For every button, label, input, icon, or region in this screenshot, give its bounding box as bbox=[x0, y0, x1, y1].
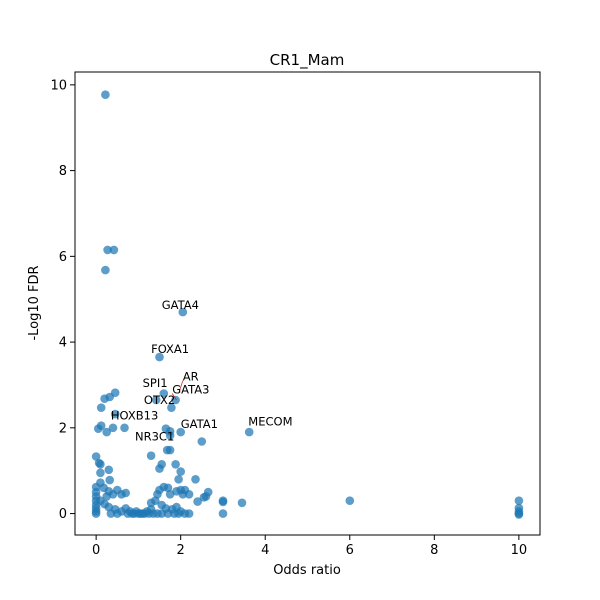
y-tick-label: 6 bbox=[59, 250, 67, 265]
data-point bbox=[91, 452, 101, 461]
data-point bbox=[108, 423, 118, 433]
data-point bbox=[174, 509, 183, 518]
data-point bbox=[104, 465, 114, 475]
data-point bbox=[109, 245, 119, 255]
annotation-label: NR3C1 bbox=[135, 430, 174, 444]
data-point bbox=[203, 487, 213, 497]
data-point bbox=[96, 403, 106, 413]
data-point bbox=[197, 437, 207, 446]
x-axis-label: Odds ratio bbox=[273, 563, 341, 578]
data-point bbox=[218, 497, 228, 507]
data-point bbox=[101, 90, 110, 99]
data-point bbox=[191, 475, 200, 484]
data-point bbox=[96, 468, 105, 478]
data-point bbox=[171, 460, 180, 469]
data-point bbox=[514, 496, 524, 506]
y-axis-label: -Log10 FDR bbox=[27, 265, 42, 340]
y-tick-label: 0 bbox=[59, 507, 67, 522]
annotation-label: GATA3 bbox=[172, 383, 209, 397]
data-point bbox=[155, 352, 164, 362]
data-point bbox=[184, 490, 194, 499]
x-tick-label: 10 bbox=[511, 543, 528, 558]
data-point bbox=[105, 392, 114, 402]
data-point bbox=[174, 475, 183, 484]
data-point bbox=[103, 245, 112, 255]
y-tick-label: 2 bbox=[59, 421, 67, 436]
data-point bbox=[165, 431, 175, 440]
annotation-label: GATA4 bbox=[162, 298, 199, 312]
data-point bbox=[110, 409, 120, 419]
data-point bbox=[514, 510, 524, 519]
data-point bbox=[184, 509, 194, 518]
data-point bbox=[159, 389, 169, 398]
data-point bbox=[101, 265, 110, 275]
data-point bbox=[96, 460, 105, 469]
data-point bbox=[171, 395, 180, 405]
data-point bbox=[237, 498, 247, 508]
data-point bbox=[176, 427, 185, 437]
chart-title: CR1_Mam bbox=[270, 51, 345, 70]
data-point bbox=[155, 464, 164, 473]
data-point bbox=[121, 488, 130, 498]
x-tick-label: 0 bbox=[92, 543, 100, 558]
annotation-label: HOXB13 bbox=[111, 408, 158, 422]
y-tick-label: 10 bbox=[50, 78, 67, 93]
plot-frame bbox=[74, 71, 541, 536]
x-tick-label: 4 bbox=[261, 543, 269, 558]
data-point bbox=[167, 403, 176, 413]
x-tick-label: 6 bbox=[346, 543, 354, 558]
data-point bbox=[165, 445, 175, 455]
annotation-label: FOXA1 bbox=[151, 342, 189, 356]
data-point bbox=[113, 509, 122, 518]
annotation-leader-line bbox=[178, 380, 184, 394]
data-point bbox=[345, 496, 355, 506]
data-point bbox=[106, 509, 116, 518]
leaders-layer bbox=[171, 380, 184, 401]
y-tick-label: 8 bbox=[59, 164, 67, 179]
data-point bbox=[120, 423, 129, 433]
data-point bbox=[157, 509, 166, 518]
x-tick-label: 2 bbox=[177, 543, 185, 558]
data-point bbox=[178, 307, 188, 317]
data-point bbox=[151, 395, 161, 405]
data-point bbox=[146, 451, 156, 461]
y-axis: 0 2 4 6 8 10 bbox=[50, 78, 75, 522]
y-tick-label: 4 bbox=[59, 336, 67, 351]
data-point bbox=[163, 509, 173, 518]
annotation-label: SPI1 bbox=[143, 376, 168, 390]
x-tick-label: 8 bbox=[430, 543, 438, 558]
data-point bbox=[102, 427, 111, 437]
data-point bbox=[165, 490, 175, 499]
points-layer bbox=[91, 90, 524, 519]
annotation-label: OTX2 bbox=[144, 393, 175, 407]
data-point bbox=[244, 427, 254, 437]
annotation-label: GATA1 bbox=[181, 417, 218, 431]
data-point bbox=[105, 475, 114, 485]
x-axis: 0 2 4 6 8 10 bbox=[92, 535, 527, 558]
data-point bbox=[176, 467, 185, 476]
data-point bbox=[193, 497, 202, 506]
annotation-label: MECOM bbox=[248, 415, 292, 429]
data-point bbox=[218, 509, 228, 518]
data-point bbox=[163, 483, 173, 493]
data-point bbox=[91, 509, 101, 518]
annotation-leader-line bbox=[171, 393, 177, 401]
annotation-label: AR bbox=[183, 370, 199, 384]
data-point bbox=[94, 424, 103, 434]
